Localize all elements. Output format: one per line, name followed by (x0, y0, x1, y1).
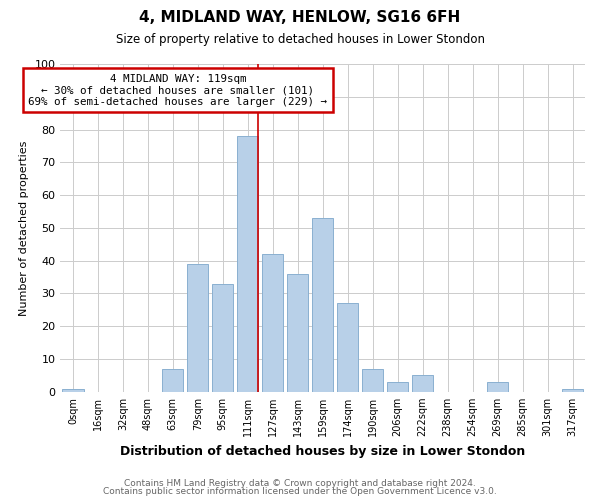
Bar (162, 369, 184, 392)
Bar (337, 304, 358, 392)
Bar (312, 218, 334, 392)
Bar (562, 388, 583, 392)
Bar (212, 284, 233, 392)
Bar (62, 388, 83, 392)
Bar (362, 369, 383, 392)
Text: Size of property relative to detached houses in Lower Stondon: Size of property relative to detached ho… (115, 32, 485, 46)
Bar (487, 382, 508, 392)
Bar (237, 136, 259, 392)
Text: 4 MIDLAND WAY: 119sqm
← 30% of detached houses are smaller (101)
69% of semi-det: 4 MIDLAND WAY: 119sqm ← 30% of detached … (28, 74, 328, 107)
X-axis label: Distribution of detached houses by size in Lower Stondon: Distribution of detached houses by size … (120, 444, 526, 458)
Bar (262, 254, 283, 392)
Text: 4, MIDLAND WAY, HENLOW, SG16 6FH: 4, MIDLAND WAY, HENLOW, SG16 6FH (139, 10, 461, 25)
Bar (187, 264, 208, 392)
Text: Contains HM Land Registry data © Crown copyright and database right 2024.: Contains HM Land Registry data © Crown c… (124, 478, 476, 488)
Text: Contains public sector information licensed under the Open Government Licence v3: Contains public sector information licen… (103, 487, 497, 496)
Bar (387, 382, 408, 392)
Y-axis label: Number of detached properties: Number of detached properties (19, 140, 29, 316)
Bar (287, 274, 308, 392)
Bar (412, 376, 433, 392)
